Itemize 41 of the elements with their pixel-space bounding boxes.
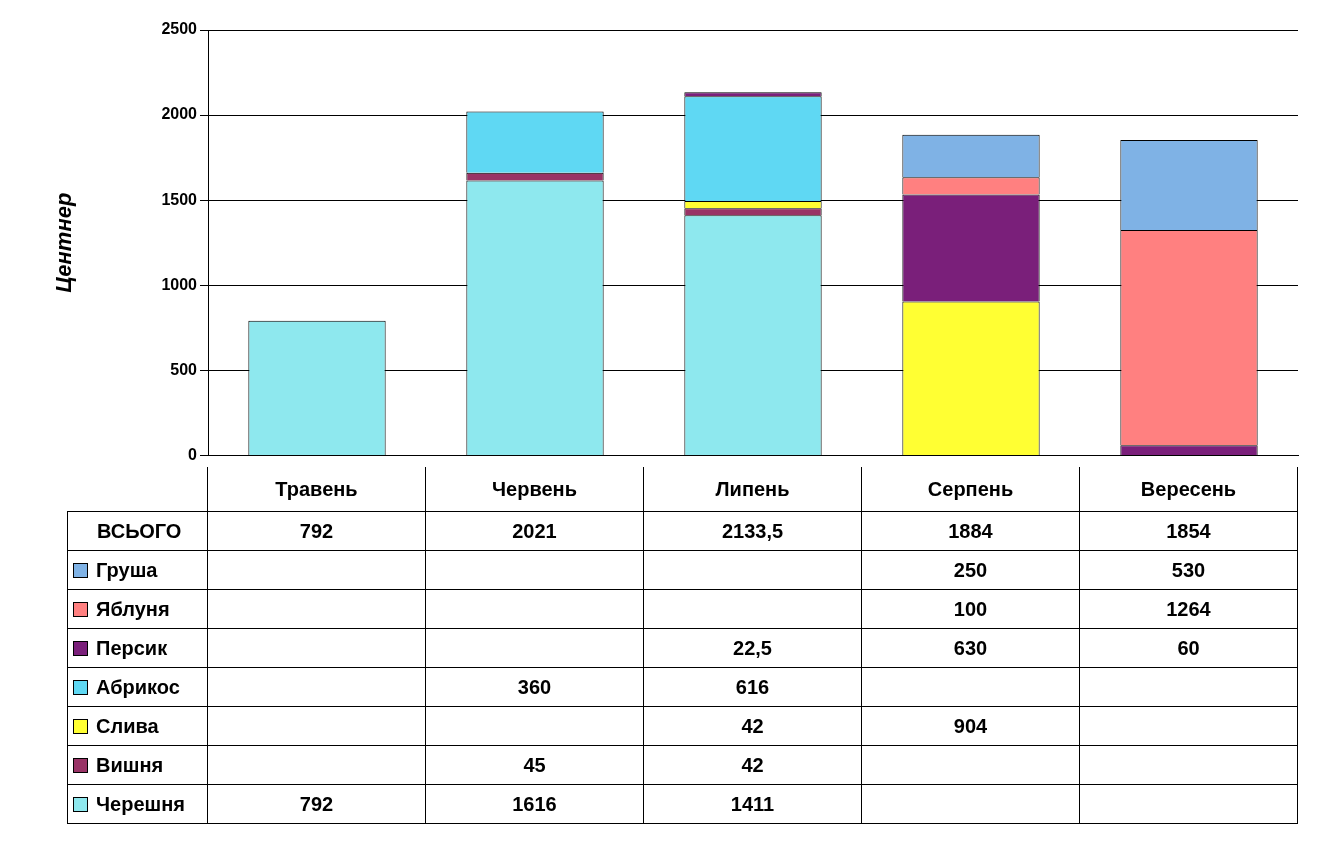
legend-label: Черешня [96, 792, 185, 816]
data-label: 630 [952, 635, 989, 661]
text: 792 [298, 518, 335, 544]
data-label: 1616 [425, 784, 644, 824]
data-label: 360 [516, 674, 553, 700]
data-label: 60 [1079, 628, 1298, 668]
data-label: 530 [1079, 550, 1298, 590]
data-label: 250 [952, 557, 989, 583]
data-label: 45 [522, 752, 547, 778]
data-label: 42 [740, 752, 765, 778]
y-tick-label: 500 [170, 360, 198, 378]
x-tick-label: Червень [491, 477, 578, 502]
data-label: 1264 [1079, 589, 1298, 629]
x-tick-label: Серпень [926, 477, 1015, 502]
text: 1884 [947, 518, 994, 544]
legend-label: Персик [96, 636, 168, 660]
data-label: 616 [734, 674, 771, 700]
legend-label: Яблуня [96, 597, 170, 621]
y-tick-label: 1500 [161, 190, 198, 208]
data-label: 904 [952, 713, 989, 739]
data-label: 22,5 [732, 635, 773, 661]
text: 2021 [511, 518, 558, 544]
y-tick-label: 2500 [161, 20, 198, 38]
legend-label: Вишня [96, 753, 164, 777]
text: ВСЬОГО [67, 511, 208, 551]
legend-label: Абрикос [96, 675, 180, 699]
x-tick-label: Липень [714, 477, 791, 502]
y-tick-label: 0 [188, 445, 198, 463]
data-label: 1411 [643, 784, 862, 824]
text: 1854 [1079, 511, 1298, 551]
x-tick-label: Вересень [1079, 467, 1298, 512]
text: 2133,5 [720, 518, 785, 544]
data-label: 100 [952, 596, 989, 622]
data-label: 792 [207, 784, 426, 824]
legend-label: Груша [96, 558, 158, 582]
x-tick-label: Травень [207, 467, 426, 512]
y-tick-label: 1000 [161, 275, 198, 293]
legend-label: Слива [96, 714, 159, 738]
data-label: 42 [740, 713, 765, 739]
y-tick-label: 2000 [161, 105, 198, 123]
y-axis-title: Центнер [51, 192, 77, 293]
